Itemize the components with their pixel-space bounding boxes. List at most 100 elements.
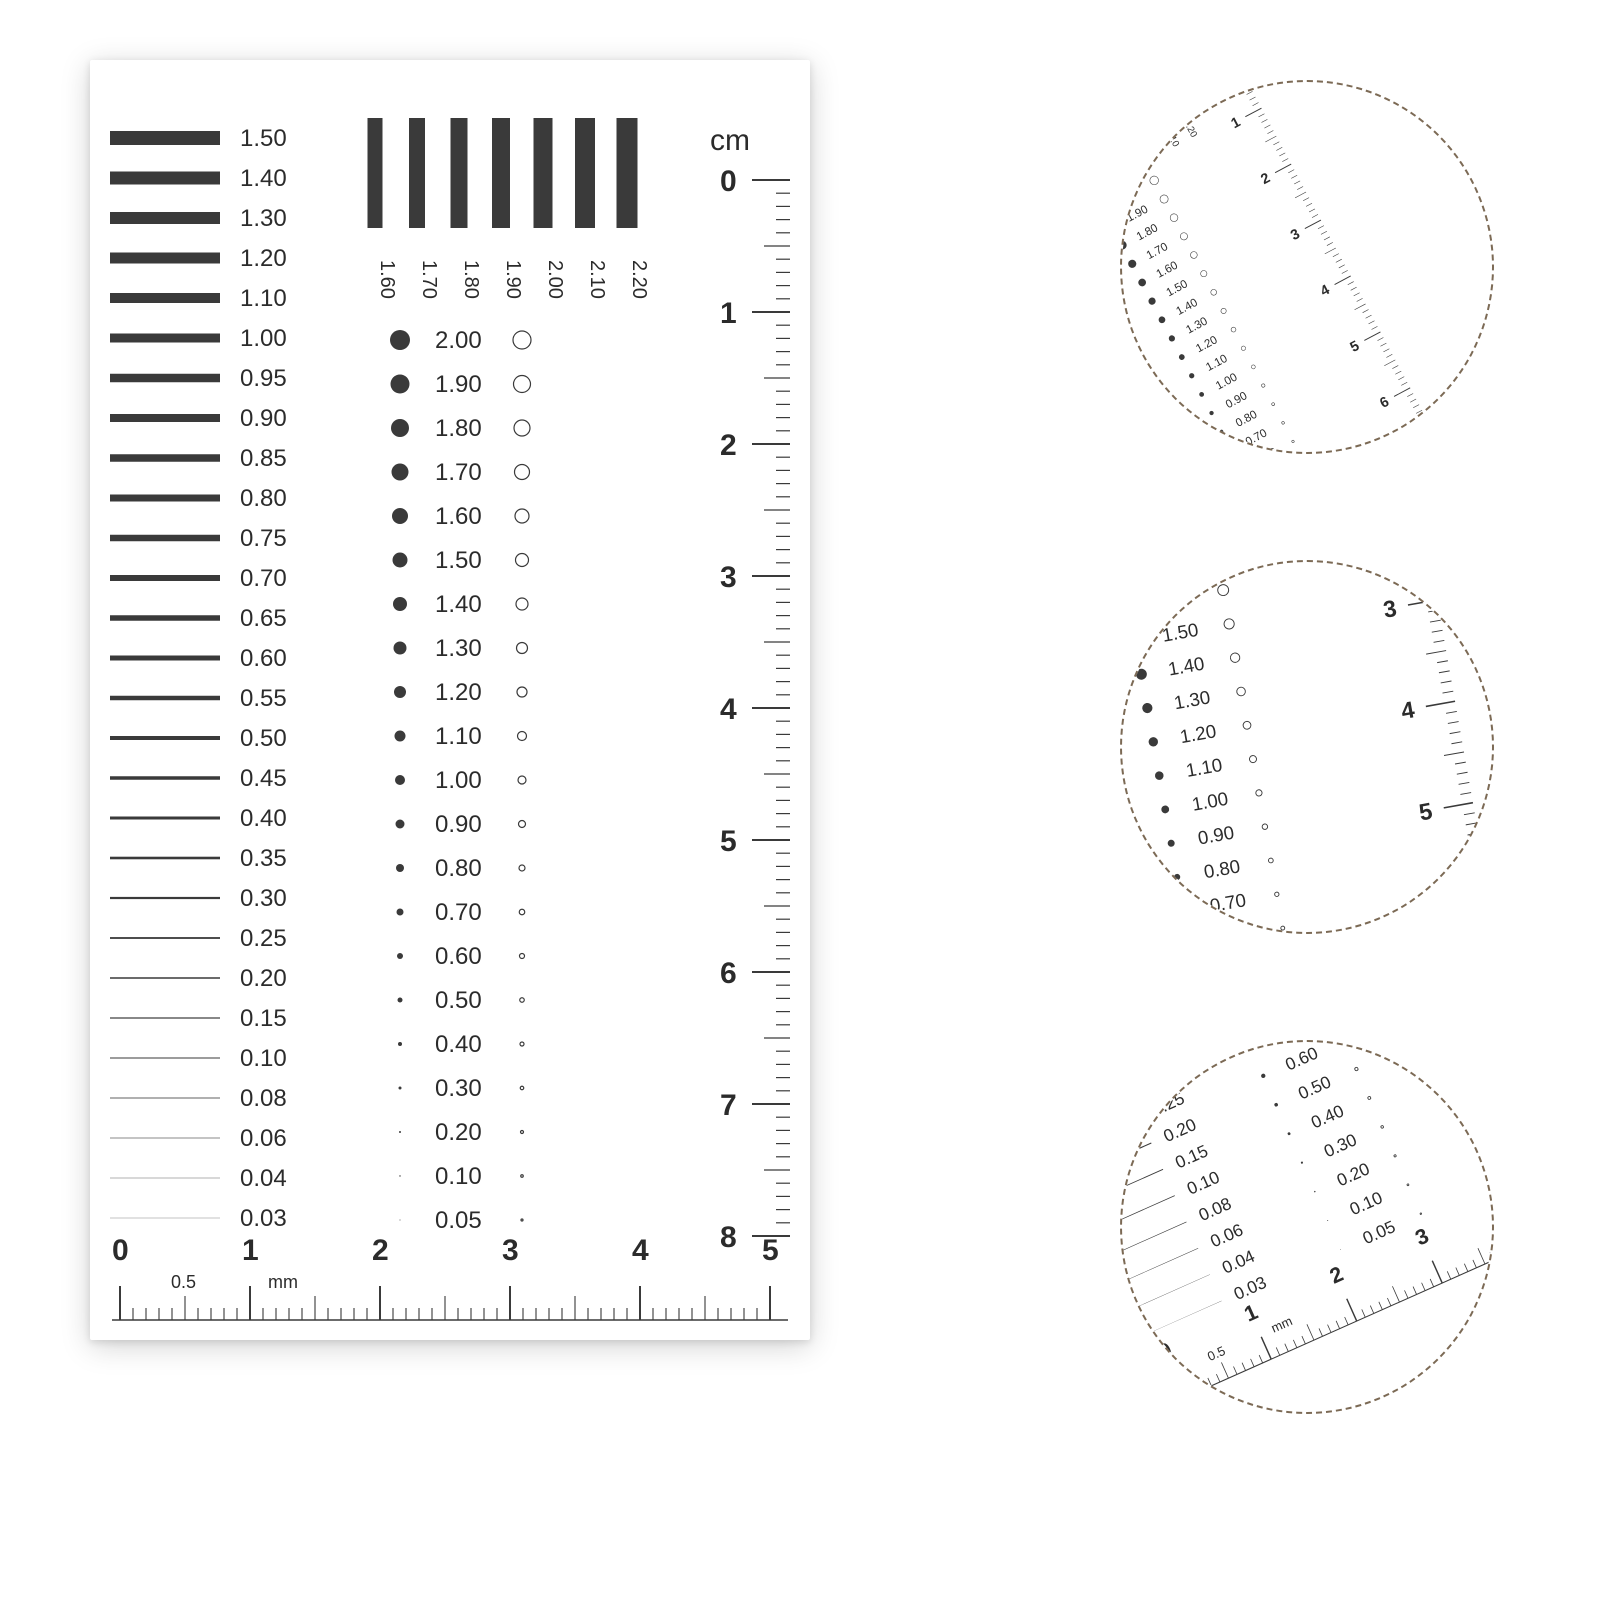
line-gauge-bar — [110, 696, 220, 701]
ruler-right-minor — [1253, 103, 1259, 106]
dot-solid — [1127, 258, 1138, 269]
dot-open — [1249, 755, 1257, 763]
dot-label: 1.60 — [1154, 585, 1193, 612]
ruler-bottom-minor — [1464, 1264, 1468, 1272]
ruler-bottom-minor — [1208, 1378, 1212, 1386]
line-gauge-label: 0.55 — [1120, 381, 1138, 402]
line-gauge-bar — [110, 977, 220, 979]
ruler-right-minor — [1276, 147, 1282, 150]
ruler-right-minor — [1318, 226, 1324, 229]
dot-solid — [1129, 634, 1143, 648]
vbar — [409, 118, 425, 228]
dot-label: 0.80 — [1234, 409, 1259, 430]
dot-label: 1.60 — [1155, 260, 1180, 281]
ruler-bottom-half-label: 0.5 — [171, 1272, 196, 1292]
line-gauge-label: 1.10 — [240, 285, 287, 312]
line-gauge-label: 0.04 — [1219, 1246, 1258, 1278]
ruler-bottom-minor — [1276, 1347, 1280, 1355]
dot-label: 0.60 — [435, 943, 482, 970]
ruler-right-minor — [1428, 433, 1434, 436]
dot-open — [520, 1042, 524, 1046]
ruler-right-minor — [1437, 449, 1443, 452]
dot-solid — [399, 1087, 402, 1090]
detail-circle-1: 1.501.401.301.201.101.000.950.900.850.80… — [1120, 80, 1494, 454]
ruler-bottom-label: 3 — [1411, 1223, 1432, 1251]
dot-open — [515, 509, 529, 523]
ruler-right-minor — [1468, 833, 1479, 835]
line-gauge-bar — [110, 172, 220, 185]
ruler-right-label: 3 — [1381, 595, 1398, 623]
ruler-right-minor — [1437, 661, 1448, 663]
line-gauge-label: 0.25 — [1149, 1088, 1188, 1120]
ruler-right-label: 5 — [1417, 798, 1434, 826]
dot-open — [516, 598, 528, 610]
dot-label: 1.90 — [435, 371, 482, 398]
dot-solid — [1274, 1102, 1279, 1107]
dot-open — [1367, 1096, 1371, 1100]
dot-open — [1230, 326, 1236, 332]
dot-label: 1.10 — [435, 723, 482, 750]
dot-solid — [392, 464, 409, 481]
dot-solid — [1120, 239, 1128, 251]
ruler-right-minor — [1459, 782, 1470, 784]
ruler-right-minor — [1414, 416, 1425, 422]
ruler-bottom-major — [1347, 1299, 1357, 1321]
dot-label: 1.10 — [1184, 754, 1223, 781]
dot-solid — [398, 998, 403, 1003]
ruler-bottom-minor — [1199, 1382, 1203, 1390]
ruler-right-minor — [1460, 793, 1471, 795]
ruler-bottom-label: 4 — [632, 1234, 649, 1267]
ruler-right-minor — [1325, 248, 1336, 254]
line-gauge-bar — [110, 334, 220, 343]
dot-open — [514, 376, 531, 393]
dot-solid — [1120, 565, 1131, 580]
line-gauge-bar — [110, 1017, 220, 1018]
dot-solid — [396, 820, 405, 829]
ruler-right-major — [1394, 388, 1410, 397]
dot-label: 1.40 — [1174, 297, 1199, 318]
ruler-bottom-label: 5 — [762, 1234, 779, 1267]
line-gauge-label: 0.40 — [1120, 1040, 1152, 1041]
ruler-right-major — [1335, 276, 1351, 285]
ruler-right-minor — [1413, 405, 1419, 408]
ruler-right-minor — [1464, 813, 1475, 815]
dot-label: 1.00 — [1190, 788, 1229, 815]
ruler-right-label: 0 — [720, 165, 737, 198]
line-gauge-label: 0.30 — [1137, 1062, 1176, 1094]
dot-label: 1.20 — [1194, 334, 1219, 355]
ruler-bottom-major — [1261, 1337, 1271, 1359]
vbar — [617, 118, 638, 228]
vbar — [492, 118, 510, 228]
ruler-right-minor — [1392, 365, 1398, 368]
ruler-bottom-minor — [1490, 1252, 1494, 1260]
line-gauge-label: 1.00 — [240, 325, 287, 352]
ruler-bottom-minor — [1251, 1359, 1255, 1367]
dot-solid — [1174, 873, 1181, 880]
line-gauge-label: 0.85 — [240, 445, 287, 472]
dot-open — [519, 821, 526, 828]
line-gauge-label: 0.03 — [240, 1205, 287, 1232]
dot-label: 2.00 — [435, 327, 482, 354]
dot-label: 0.50 — [435, 987, 482, 1014]
vbar — [534, 118, 553, 228]
ruler-bottom-minor — [1447, 1271, 1451, 1279]
ruler-bottom-minor — [1422, 1283, 1426, 1291]
line-gauge-label: 0.08 — [1195, 1193, 1234, 1225]
ruler-right-minor — [1303, 198, 1309, 201]
ruler-right-minor — [1339, 265, 1345, 268]
vbar — [575, 118, 595, 228]
line-gauge-label: 0.40 — [240, 805, 287, 832]
ruler-right-minor — [1430, 620, 1441, 622]
gauge-card-svg: 1.501.401.301.201.101.000.950.900.850.80… — [90, 60, 810, 1340]
ruler-right-major — [1426, 701, 1455, 706]
line-gauge-label: 0.75 — [240, 525, 287, 552]
line-gauge-label: 0.10 — [1184, 1167, 1223, 1199]
dot-open — [517, 643, 528, 654]
ruler-bottom-minor — [1221, 1362, 1228, 1378]
ruler-right-minor — [1369, 321, 1375, 324]
ruler-bottom-minor — [1478, 1248, 1485, 1264]
line-gauge-bar — [1120, 1116, 1140, 1149]
dot-label: 1.40 — [1166, 653, 1205, 680]
line-gauge-bar — [110, 656, 220, 661]
dot-label: 1.20 — [435, 679, 482, 706]
